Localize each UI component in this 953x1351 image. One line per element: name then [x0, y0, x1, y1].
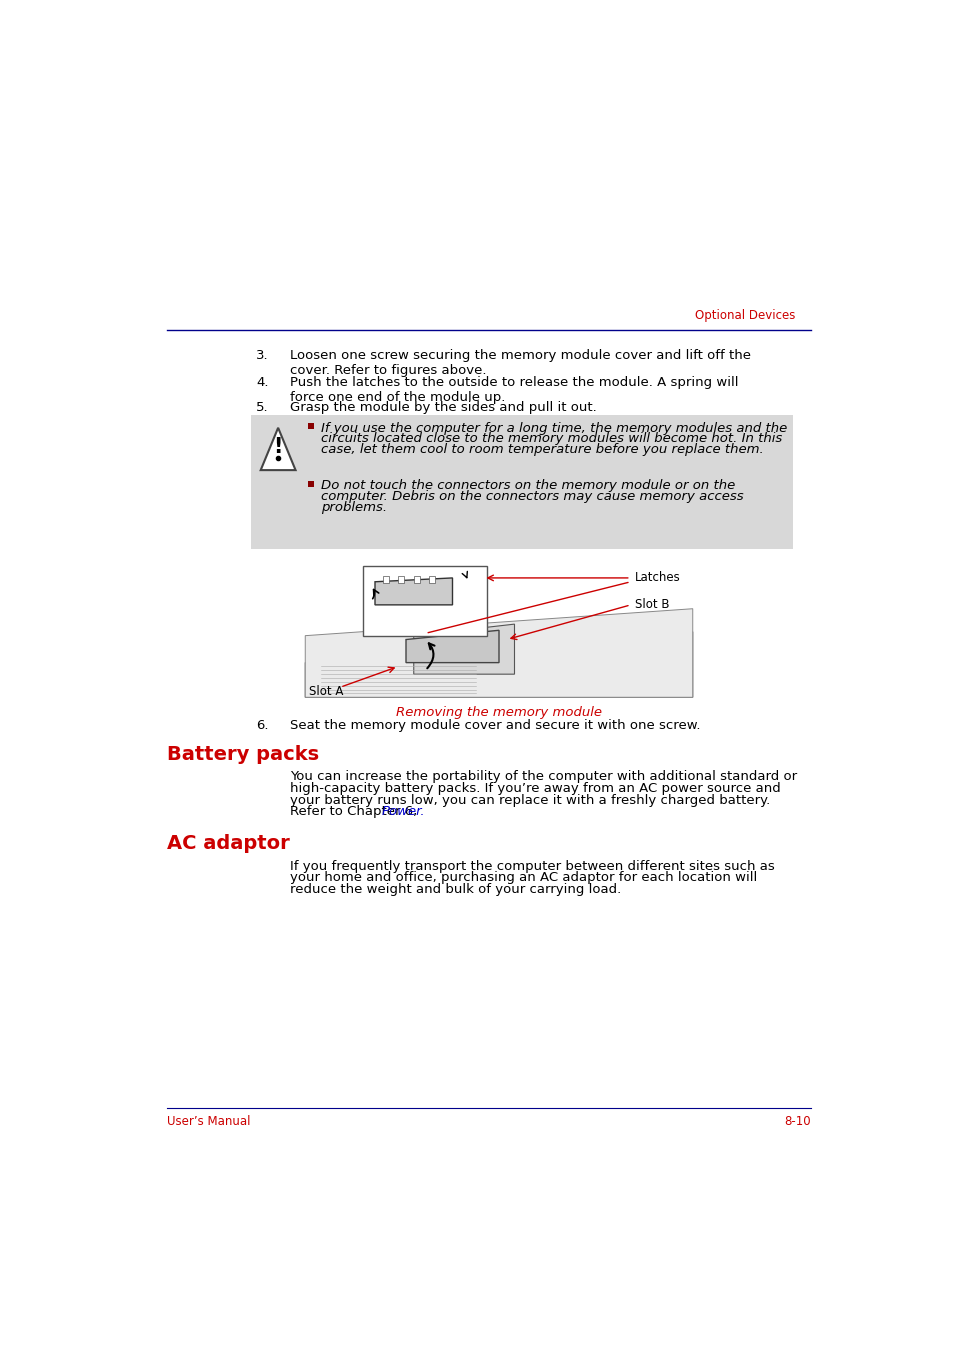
Text: your battery runs low, you can replace it with a freshly charged battery.: your battery runs low, you can replace i… — [290, 793, 769, 807]
Text: Slot A: Slot A — [309, 685, 343, 697]
Bar — [307, 423, 314, 430]
Text: Refer to Chapter 6,: Refer to Chapter 6, — [290, 805, 421, 819]
Text: Slot B: Slot B — [634, 598, 668, 612]
Text: case, let them cool to room temperature before you replace them.: case, let them cool to room temperature … — [320, 443, 762, 457]
Text: If you use the computer for a long time, the memory modules and the: If you use the computer for a long time,… — [320, 422, 786, 435]
Polygon shape — [375, 578, 452, 605]
Bar — [397, 576, 404, 584]
Text: Grasp the module by the sides and pull it out.: Grasp the module by the sides and pull i… — [290, 401, 596, 413]
Polygon shape — [305, 609, 692, 697]
Text: problems.: problems. — [320, 501, 387, 513]
Text: User’s Manual: User’s Manual — [167, 1116, 251, 1128]
Text: your home and office, purchasing an AC adaptor for each location will: your home and office, purchasing an AC a… — [290, 871, 757, 885]
Bar — [414, 576, 419, 584]
Bar — [382, 576, 389, 584]
Text: !: ! — [274, 436, 282, 457]
Polygon shape — [406, 631, 498, 662]
Text: 3.: 3. — [256, 349, 269, 362]
Polygon shape — [414, 624, 514, 674]
Text: reduce the weight and bulk of your carrying load.: reduce the weight and bulk of your carry… — [290, 882, 620, 896]
Text: high-capacity battery packs. If you’re away from an AC power source and: high-capacity battery packs. If you’re a… — [290, 782, 780, 794]
Text: Latches: Latches — [634, 571, 679, 585]
Text: AC adaptor: AC adaptor — [167, 835, 290, 854]
Text: You can increase the portability of the computer with additional standard or: You can increase the portability of the … — [290, 770, 796, 784]
Bar — [251, 415, 793, 550]
Text: 8-10: 8-10 — [783, 1116, 810, 1128]
Text: Battery packs: Battery packs — [167, 744, 319, 765]
Text: 6.: 6. — [256, 719, 269, 732]
Text: circuits located close to the memory modules will become hot. In this: circuits located close to the memory mod… — [320, 432, 781, 446]
Bar — [363, 566, 487, 636]
Text: Loosen one screw securing the memory module cover and lift off the
cover. Refer : Loosen one screw securing the memory mod… — [290, 349, 750, 377]
Text: Power.: Power. — [381, 805, 424, 819]
Text: Seat the memory module cover and secure it with one screw.: Seat the memory module cover and secure … — [290, 719, 700, 732]
Bar — [429, 576, 435, 584]
Text: 5.: 5. — [256, 401, 269, 413]
Bar — [307, 481, 314, 488]
Text: Push the latches to the outside to release the module. A spring will
force one e: Push the latches to the outside to relea… — [290, 376, 738, 404]
Polygon shape — [260, 428, 295, 470]
Text: If you frequently transport the computer between different sites such as: If you frequently transport the computer… — [290, 859, 774, 873]
Text: 4.: 4. — [256, 376, 269, 389]
Text: Removing the memory module: Removing the memory module — [395, 705, 601, 719]
Text: Do not touch the connectors on the memory module or on the: Do not touch the connectors on the memor… — [320, 480, 734, 492]
Polygon shape — [305, 632, 692, 697]
Text: computer. Debris on the connectors may cause memory access: computer. Debris on the connectors may c… — [320, 490, 742, 503]
Text: Optional Devices: Optional Devices — [694, 308, 794, 322]
